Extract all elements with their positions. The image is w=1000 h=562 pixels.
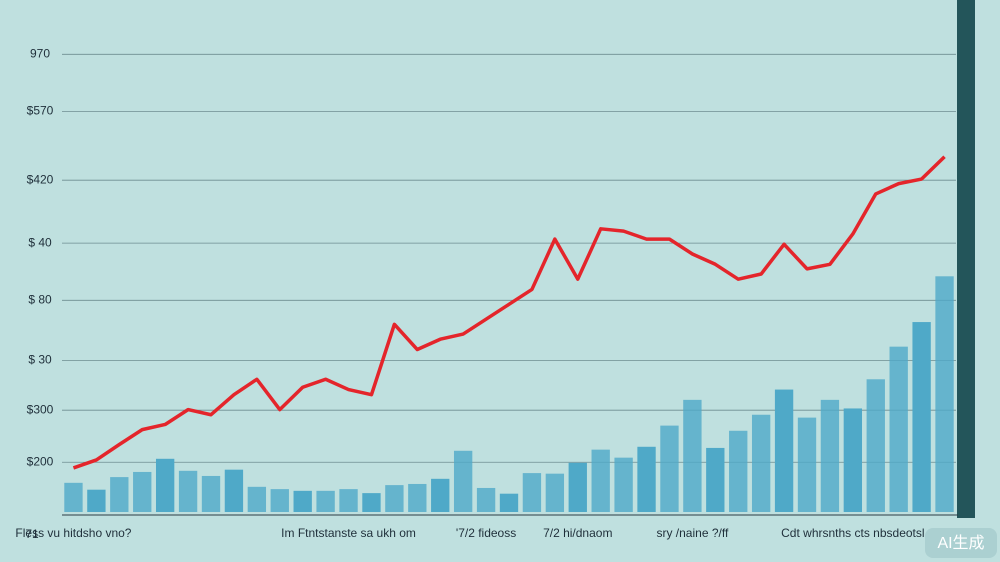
bar bbox=[706, 447, 725, 512]
y-tick-label: $420 bbox=[27, 172, 54, 186]
bar bbox=[591, 449, 610, 512]
bar bbox=[431, 478, 450, 512]
bar bbox=[797, 417, 817, 512]
side-panel bbox=[957, 0, 975, 518]
bar bbox=[362, 493, 381, 512]
x-tick-label: '7/2 fideoss bbox=[456, 526, 516, 540]
y-tick-label: $570 bbox=[27, 104, 54, 118]
x-tick-label: Cdt whrsnths cts nbsdeotsl bbox=[781, 526, 924, 540]
watermark: AI生成 bbox=[937, 534, 984, 552]
watermark-bg bbox=[925, 528, 997, 558]
bar bbox=[155, 458, 175, 512]
bar bbox=[133, 471, 152, 512]
bar bbox=[843, 408, 863, 512]
y-tick-label: $ 30 bbox=[28, 353, 52, 367]
bar bbox=[683, 399, 702, 512]
bar bbox=[270, 489, 289, 512]
bar bbox=[751, 414, 771, 512]
bar bbox=[729, 430, 748, 512]
bar bbox=[499, 493, 519, 512]
bar bbox=[453, 450, 473, 512]
bar bbox=[64, 482, 83, 512]
bar bbox=[339, 489, 358, 512]
bar bbox=[316, 490, 335, 512]
bar bbox=[110, 477, 129, 512]
bar bbox=[637, 446, 656, 512]
bar bbox=[889, 346, 908, 512]
bar bbox=[87, 489, 106, 512]
bar bbox=[224, 469, 244, 512]
x-tick-label: 7/2 hi/dnaom bbox=[543, 526, 612, 540]
x-tick-label: Im Ftntstanste sa ukh om bbox=[281, 526, 416, 540]
bar bbox=[476, 487, 496, 512]
line bbox=[72, 155, 946, 470]
x-tick-label: Fless vu hitdsho vno? bbox=[15, 526, 131, 540]
bar bbox=[866, 379, 885, 512]
bar bbox=[408, 483, 427, 512]
bar bbox=[660, 425, 679, 512]
bar bbox=[614, 457, 633, 512]
bar bbox=[522, 473, 542, 512]
bar bbox=[293, 490, 312, 512]
y-tick-label: 970 bbox=[30, 46, 50, 60]
bar bbox=[201, 475, 221, 512]
bar bbox=[912, 322, 931, 512]
y-tick-label: $300 bbox=[27, 402, 54, 416]
bar bbox=[774, 389, 794, 512]
bar bbox=[820, 399, 840, 512]
bar bbox=[178, 470, 198, 512]
bar bbox=[247, 486, 267, 512]
bar bbox=[385, 485, 404, 512]
bar bbox=[568, 462, 587, 512]
x-tick-label: sry /naine ?/ff bbox=[656, 526, 728, 540]
corner-label: 71 bbox=[25, 527, 39, 541]
y-tick-label: $ 80 bbox=[28, 292, 52, 306]
bar bbox=[935, 276, 954, 512]
y-tick-label: $ 40 bbox=[28, 235, 52, 249]
y-tick-label: $200 bbox=[27, 454, 54, 468]
bar bbox=[545, 473, 565, 512]
